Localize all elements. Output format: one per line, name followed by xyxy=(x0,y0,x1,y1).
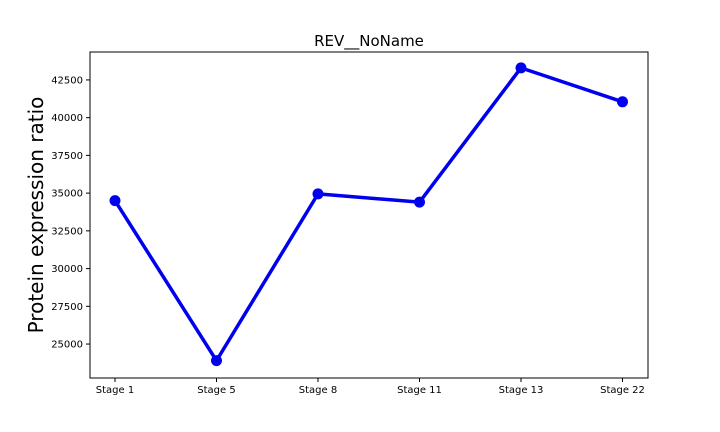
plot-area: 25000 27500 30000 32500 35000 37500 40000 42500… xyxy=(51,51,649,396)
data-point xyxy=(617,96,628,108)
data-point xyxy=(109,195,121,207)
plot-frame xyxy=(89,51,649,379)
x-tick-label: Stage 1 xyxy=(96,385,134,396)
x-tick-label: Stage 22 xyxy=(600,385,645,396)
chart-title: REV__NoName xyxy=(314,32,424,51)
y-tick-label: 27500 xyxy=(51,302,83,313)
x-tick-label: Stage 8 xyxy=(299,385,337,396)
x-tick-label: Stage 5 xyxy=(197,385,235,396)
y-axis-label: Protein expression ratio xyxy=(24,97,48,334)
y-tick-label: 25000 xyxy=(51,340,83,351)
y-tick-label: 30000 xyxy=(51,264,83,275)
x-tick-label: Stage 11 xyxy=(397,385,442,396)
data-point xyxy=(312,188,324,200)
y-tick-label: 35000 xyxy=(51,189,83,200)
x-tick-label: Stage 13 xyxy=(499,385,544,396)
data-point xyxy=(211,355,222,367)
data-point xyxy=(414,196,425,208)
data-point xyxy=(515,62,527,74)
y-tick-label: 42500 xyxy=(51,75,83,86)
y-tick-label: 40000 xyxy=(51,113,83,124)
y-tick-label: 32500 xyxy=(51,226,83,237)
series-line xyxy=(113,66,624,363)
y-tick-label: 37500 xyxy=(51,151,83,162)
